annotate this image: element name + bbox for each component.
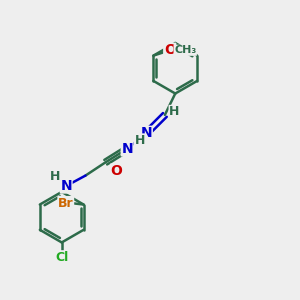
Text: N: N xyxy=(121,142,133,156)
Text: Br: Br xyxy=(58,196,74,210)
Text: Cl: Cl xyxy=(55,251,68,264)
Text: N: N xyxy=(141,126,152,140)
Text: CH₃: CH₃ xyxy=(174,45,196,55)
Text: H: H xyxy=(169,106,180,118)
Text: H: H xyxy=(50,170,60,183)
Text: O: O xyxy=(164,43,176,57)
Text: O: O xyxy=(111,164,122,178)
Text: N: N xyxy=(60,179,72,193)
Text: H: H xyxy=(134,134,145,147)
